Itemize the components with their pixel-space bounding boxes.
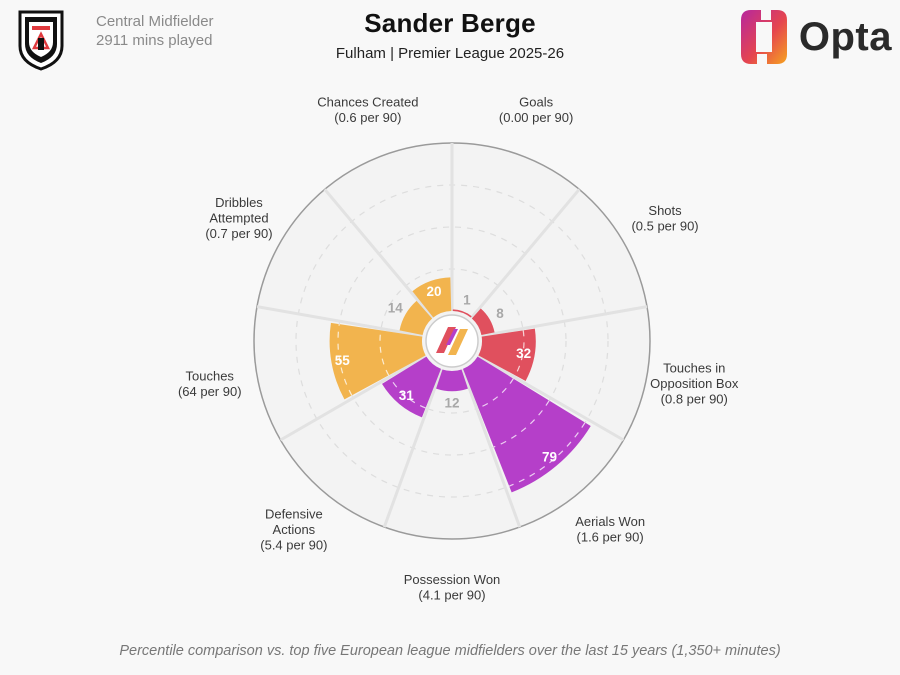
radar-spoke: [256, 305, 423, 338]
center-logo-icon: [425, 314, 479, 368]
minutes-played: 2911 mins played: [96, 32, 213, 49]
title-block: Sander Berge Fulham | Premier League 202…: [220, 6, 680, 64]
radar-value-label: 79: [542, 450, 557, 465]
radar-bar: [399, 300, 433, 336]
radar-axis-label: Aerials Won (1.6 per 90): [575, 514, 645, 545]
radar-axis-label: Touches (64 per 90): [178, 368, 242, 399]
player-position: Central Midfielder: [96, 13, 214, 30]
opta-logo-icon: [740, 6, 787, 68]
radar-spoke: [382, 368, 444, 528]
radar-values: 1 8 32 79 12 31 55 14 20: [335, 284, 557, 465]
radar-bar-gridline: [379, 330, 390, 376]
radar-spoke: [460, 368, 522, 528]
radar-spoke: [470, 188, 581, 319]
radar-value-label: 12: [444, 396, 459, 411]
radar-bar: [462, 356, 591, 493]
radar-axis-label: Dribbles Attempted (0.7 per 90): [205, 195, 272, 241]
radar-bar: [329, 322, 426, 400]
radar-value-label: 14: [388, 301, 404, 316]
radar-bar: [452, 309, 472, 318]
radar-bar: [412, 277, 452, 318]
radar-value-label: 8: [496, 306, 504, 321]
radar-value-label: 20: [426, 284, 441, 299]
radar-grid-ring: [337, 226, 567, 456]
radar-axis-label: Chances Created (0.6 per 90): [317, 95, 418, 126]
radar-value-label: 1: [463, 292, 471, 307]
radar-bar-gridline: [478, 378, 514, 409]
radar-axis-label: Possession Won (4.1 per 90): [404, 572, 501, 603]
radar-bar-gridline: [514, 330, 525, 376]
radar-spoke: [323, 188, 434, 319]
radar-bar-gridline: [493, 400, 550, 448]
opta-brand: Opta: [737, 6, 892, 68]
header-left: Central Midfielder 2911 mins played: [16, 8, 214, 72]
radar-bars: [329, 277, 591, 493]
radar-bar: [478, 328, 536, 381]
radar-value-label: 32: [516, 346, 531, 361]
radar-spoke: [477, 354, 625, 442]
radar-bar-gridline: [508, 422, 586, 487]
radar-labels: Goals (0.00 per 90) Shots (0.5 per 90) Touch…: [178, 95, 739, 603]
radar-spoke: [279, 354, 427, 442]
radar-bar: [471, 308, 495, 336]
player-meta: Central Midfielder 2911 mins played: [96, 12, 214, 50]
opta-wordmark: Opta: [798, 15, 892, 59]
radar-value-label: 55: [335, 353, 351, 368]
radar-bar: [382, 356, 442, 418]
radar-axis-label: Defensive Actions (5.4 per 90): [260, 506, 327, 552]
radar-bar-gridline: [390, 378, 426, 409]
radar-axis-label: Shots (0.5 per 90): [631, 203, 698, 234]
radar-axis-label: Goals (0.00 per 90): [499, 95, 573, 126]
fulham-crest-icon: [18, 10, 64, 71]
team-competition: Fulham | Premier League 2025-26: [335, 45, 565, 62]
radar-value-label: 31: [399, 388, 415, 403]
radar-bar-gridline: [337, 324, 353, 396]
radar-bar: [436, 369, 468, 392]
radar-axis-label: Touches in Opposition Box (0.8 per 90): [650, 361, 739, 407]
radar-spoke: [481, 305, 648, 338]
footer-note: Percentile comparison vs. top five Europ…: [119, 643, 781, 659]
player-name: Sander Berge: [364, 8, 536, 38]
